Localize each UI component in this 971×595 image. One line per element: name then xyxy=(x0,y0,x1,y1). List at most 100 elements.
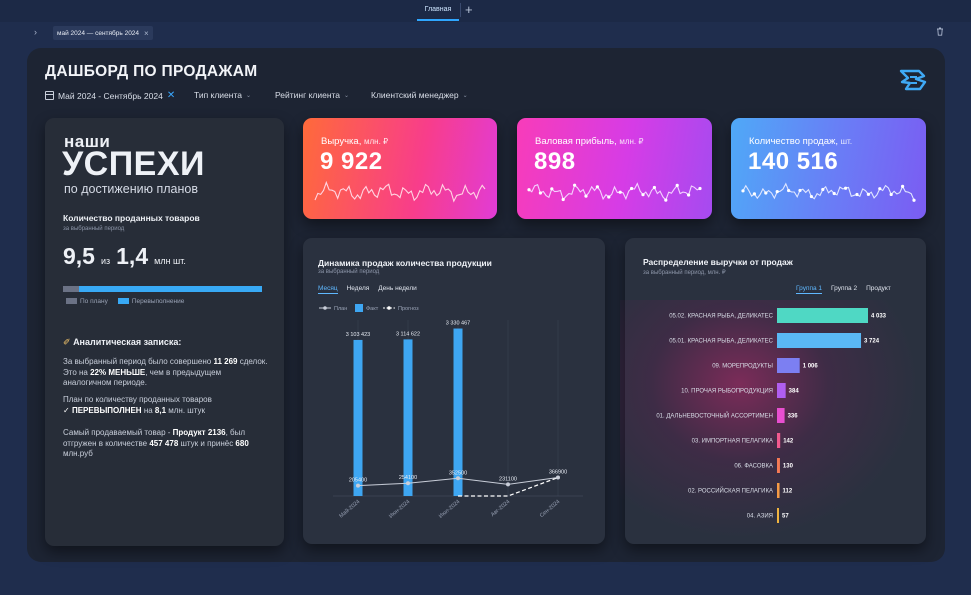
distribution-bar xyxy=(777,508,779,523)
sparkline-dot xyxy=(764,191,768,195)
legend-fact-label: Факт xyxy=(366,306,379,312)
sparkline-dot xyxy=(595,185,599,189)
legend-plan-label: План xyxy=(334,306,347,312)
success-subtitle: по достижению планов xyxy=(64,182,198,196)
sparkline-dot xyxy=(641,193,645,197)
client-rating-label: Рейтинг клиента xyxy=(275,90,341,100)
sparkline-dot xyxy=(809,194,813,199)
sparkline-dot xyxy=(866,192,870,196)
category-label: 09. МОРЕПРОДУКТЫ xyxy=(712,364,773,370)
legend-plan: По плану xyxy=(66,298,108,305)
x-tick-label: Июл-2024 xyxy=(438,499,461,520)
sparkline-dot xyxy=(527,188,531,192)
distribution-bar xyxy=(777,433,781,448)
sparkline-dot xyxy=(844,186,848,190)
x-tick-label: Июн-2024 xyxy=(388,499,411,520)
plan-point-label: 254100 xyxy=(399,475,417,481)
dynamics-tabs: Месяц Неделя День недели xyxy=(318,285,417,294)
plan-point xyxy=(456,476,460,481)
sparkline-dot xyxy=(630,186,634,191)
sparkline-dot xyxy=(561,197,565,202)
category-label: 10. ПРОЧАЯ РЫБОПРОДУКЦИЯ xyxy=(681,389,773,395)
sparkline-dot xyxy=(775,190,779,194)
distribution-row: 02. РОССИЙСКАЯ ПЕЛАГИКА 112 xyxy=(688,483,793,498)
success-title-big: УСПЕХИ xyxy=(62,145,205,183)
note-top-product: Самый продаваемый товар - Продукт 2136, … xyxy=(63,428,249,458)
success-title-small: наши xyxy=(64,132,111,151)
kpi-label: Валовая прибыль, млн. ₽ xyxy=(535,136,644,147)
category-label: 06. ФАСОВКА xyxy=(734,464,773,470)
sparkline-dot xyxy=(664,198,668,202)
x-tick-label: Май-2024 xyxy=(338,498,362,519)
revenue-distribution-chart: 05.02. КРАСНАЯ РЫБА, ДЕЛИКАТЕС 4 033 05.01… xyxy=(656,308,887,523)
period-filter[interactable]: Май 2024 - Сентябрь 2024 ✕ xyxy=(45,90,175,101)
legend-fact-swatch xyxy=(355,304,363,312)
bar-value-label: 4 033 xyxy=(871,314,887,320)
distribution-bar xyxy=(777,308,868,323)
close-icon[interactable]: × xyxy=(144,28,149,38)
sold-goods-period: за выбранный период xyxy=(63,226,125,232)
distribution-bar xyxy=(777,483,780,498)
check-icon: ✓ xyxy=(63,405,70,415)
sparkline-dot xyxy=(618,190,622,194)
legend-forecast-dot xyxy=(387,306,391,310)
legend-plan-dot xyxy=(323,306,327,310)
plan-point-label: 352500 xyxy=(449,470,467,476)
sparkline-dot xyxy=(584,194,588,198)
bar-value-label: 384 xyxy=(789,389,800,395)
kpi-value: 140 516 xyxy=(748,148,839,175)
tab-home[interactable]: Главная xyxy=(417,0,459,21)
tab-weekday[interactable]: День недели xyxy=(378,285,417,292)
period-filter-chip[interactable]: май 2024 — сентябрь 2024 × xyxy=(53,26,153,40)
client-type-label: Тип клиента xyxy=(194,90,242,100)
tab-week[interactable]: Неделя xyxy=(346,285,370,292)
sales-dynamics-chart: План Факт Прогноз 3 103 423 3 114 622 3 330 4… xyxy=(319,304,583,520)
client-rating-filter[interactable]: Рейтинг клиента ⌄ xyxy=(275,90,349,100)
distribution-row: 05.01. КРАСНАЯ РЫБА, ДЕЛИКАТЕС 3 724 xyxy=(669,333,880,348)
tab-group-1[interactable]: Группа 1 xyxy=(796,285,823,294)
sparkline-dot xyxy=(741,189,745,193)
pencil-icon: ✐ xyxy=(63,337,71,347)
sparkline-dot xyxy=(832,191,836,196)
note-plan: План по количеству проданных товаров ✓ ПЕ… xyxy=(63,395,212,415)
progress-legend: По плану Перевыполнение xyxy=(66,298,184,305)
tab-month[interactable]: Месяц xyxy=(318,285,338,294)
distribution-bar xyxy=(777,408,785,423)
tab-group-2[interactable]: Группа 2 xyxy=(831,285,858,292)
sold-goods-values: 9,5 из 1,4 млн шт. xyxy=(63,243,186,270)
kpi-sparkline xyxy=(527,182,702,202)
bar-value-label: 336 xyxy=(788,414,799,420)
distribution-bar xyxy=(777,358,800,373)
sparkline-dot xyxy=(889,192,893,197)
sparkline-dot xyxy=(855,192,859,197)
tab-product[interactable]: Продукт xyxy=(866,285,891,292)
distribution-row: 10. ПРОЧАЯ РЫБОПРОДУКЦИЯ 384 xyxy=(681,383,799,398)
sold-unit: млн шт. xyxy=(154,256,186,266)
plus-icon[interactable]: + xyxy=(465,2,473,17)
sold-value-a: 9,5 xyxy=(63,243,95,269)
distribution-row: 09. МОРЕПРОДУКТЫ 1 006 xyxy=(712,358,818,373)
plan-point-label: 205400 xyxy=(349,478,367,484)
sparkline-dot xyxy=(698,186,702,191)
period-chip-label: май 2024 — сентябрь 2024 xyxy=(57,29,140,37)
chevron-down-icon: ⌄ xyxy=(344,92,350,99)
kpi-sparkline xyxy=(314,180,486,203)
sparkline-dot xyxy=(878,187,882,191)
distribution-row: 03. ИМПОРТНАЯ ПЕЛАГИКА 142 xyxy=(692,433,794,448)
fact-bar xyxy=(453,328,463,496)
client-type-filter[interactable]: Тип клиента ⌄ xyxy=(194,90,251,100)
distribution-bar xyxy=(777,458,780,473)
sparkline-dot xyxy=(912,198,916,202)
category-label: 05.01. КРАСНАЯ РЫБА, ДЕЛИКАТЕС xyxy=(669,339,773,345)
chevron-right-icon[interactable]: › xyxy=(34,27,37,37)
client-manager-filter[interactable]: Клиентский менеджер ⌄ xyxy=(371,90,468,100)
distribution-bar xyxy=(777,333,862,348)
distribution-title: Распределение выручки от продаж xyxy=(643,257,793,267)
kpi-label: Выручка, млн. ₽ xyxy=(321,136,389,147)
category-label: 01. ДАЛЬНЕВОСТОЧНЫЙ АССОРТИМЕН xyxy=(656,412,773,420)
fact-bar-label: 3 103 423 xyxy=(346,332,370,338)
fact-bar xyxy=(353,339,363,496)
overfulfillment-bar xyxy=(78,286,262,292)
trash-icon[interactable] xyxy=(936,27,944,38)
close-icon[interactable]: ✕ xyxy=(166,90,176,101)
